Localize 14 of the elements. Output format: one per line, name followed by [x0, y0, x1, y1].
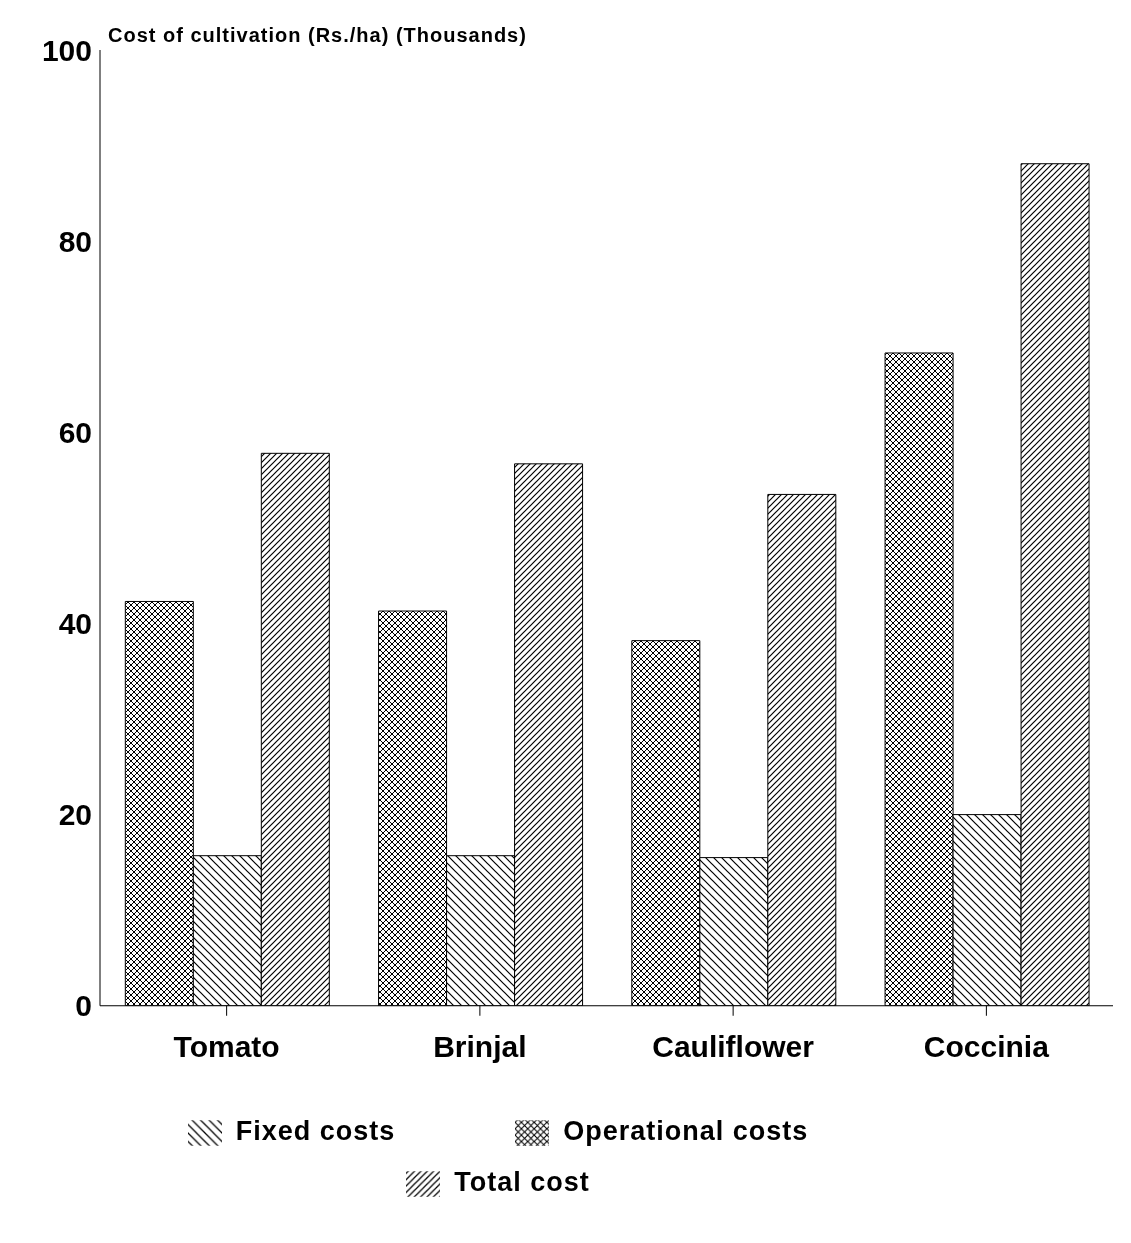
x-tick-label: Cauliflower — [652, 1030, 815, 1064]
legend-label: Total cost — [454, 1167, 590, 1198]
y-tick-label: 0 — [75, 989, 92, 1023]
y-tick-label: 20 — [58, 798, 92, 832]
legend-label: Fixed costs — [235, 1115, 396, 1147]
y-tick-label: 40 — [58, 607, 92, 641]
y-tick-label: 80 — [58, 224, 92, 258]
legend-label: Operational costs — [563, 1115, 809, 1147]
x-tick-label: Tomato — [173, 1030, 280, 1064]
y-tick-label: 100 — [41, 33, 92, 67]
x-tick-label: Brinjal — [433, 1030, 527, 1064]
x-tick-label: Coccinia — [923, 1030, 1050, 1064]
y-axis-title: Cost of cultivation (Rs./ha) (Thousands) — [108, 24, 527, 47]
y-tick-label: 60 — [58, 415, 92, 449]
